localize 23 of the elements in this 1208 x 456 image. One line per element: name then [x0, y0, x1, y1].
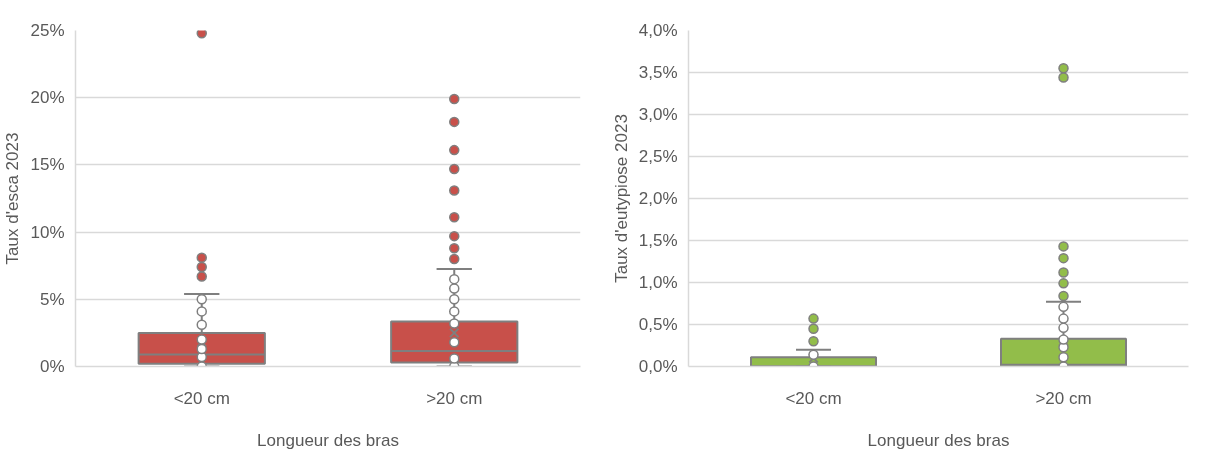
y-tick-label: 3,0% [638, 105, 678, 124]
y-tick-label: 15% [30, 155, 65, 175]
y-tick-label: 0,0% [638, 357, 678, 376]
y-tick-label: 4,0% [638, 21, 678, 40]
y-tick-label: 25% [30, 21, 65, 40]
x-axis-title: Longueur des bras [867, 430, 1010, 450]
x-axis-title: Longueur des bras [257, 430, 399, 450]
y-tick-label: 0,5% [638, 315, 678, 334]
x-tick-label: <20 cm [173, 388, 230, 408]
y-tick-label: 10% [30, 222, 65, 242]
y-tick-label: 2,0% [638, 189, 678, 208]
y-tick-label: 0% [39, 357, 65, 376]
y-axis-title: Taux d'eutypiose 2023 [611, 114, 631, 283]
y-tick-label: 20% [30, 88, 65, 108]
y-tick-label: 5% [39, 289, 65, 309]
y-tick-label: 2,5% [638, 147, 678, 166]
x-tick-label: >20 cm [426, 388, 483, 408]
y-tick-label: 1,5% [638, 231, 678, 250]
y-tick-label: 3,5% [638, 63, 678, 82]
y-axis-title: Taux d'esca 2023 [3, 132, 23, 265]
x-tick-label: >20 cm [1035, 388, 1092, 408]
x-tick-label: <20 cm [785, 388, 842, 408]
y-tick-label: 1,0% [638, 273, 678, 292]
